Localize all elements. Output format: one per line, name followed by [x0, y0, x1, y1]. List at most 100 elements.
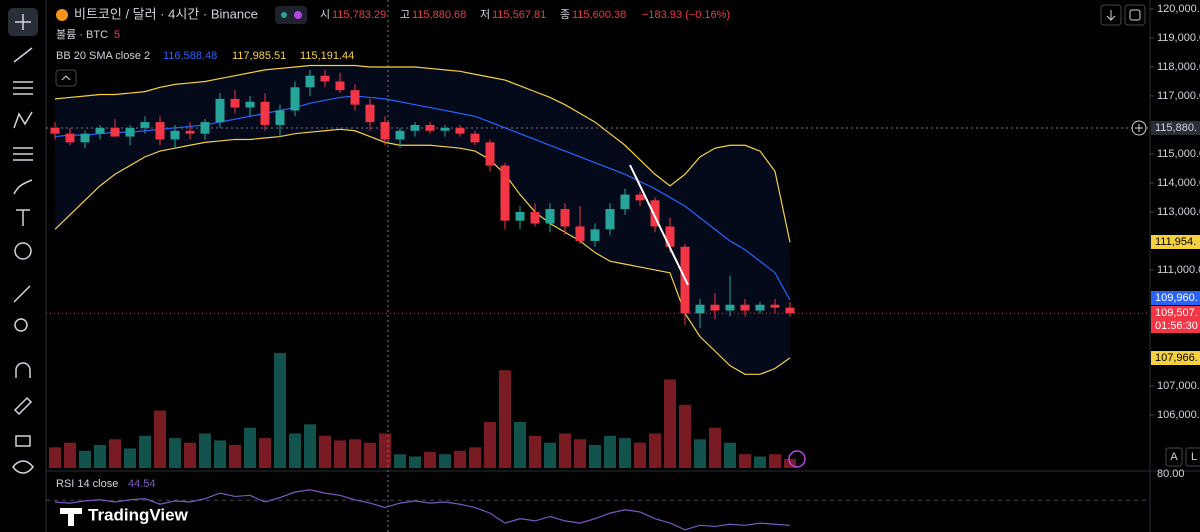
- emoji-tool[interactable]: [14, 242, 32, 260]
- candle-body: [170, 130, 180, 140]
- volume-bar: [469, 447, 481, 468]
- y-tick-label: 107,000.0: [1157, 380, 1200, 392]
- candle-body: [650, 200, 660, 227]
- text-tool[interactable]: [16, 209, 30, 226]
- candle-body: [200, 122, 210, 134]
- volume-bar: [439, 454, 451, 468]
- scroll-button[interactable]: [1100, 4, 1122, 26]
- candle-body: [290, 87, 300, 111]
- ohlc-value: 115,600.38: [572, 9, 626, 21]
- bb-lower-line: [54, 128, 791, 375]
- add-button[interactable]: [1131, 120, 1147, 136]
- volume-bar: [64, 442, 76, 468]
- symbol-title[interactable]: 비트코인 / 달러 · 4시간 · Binance: [74, 6, 258, 21]
- candle-body: [740, 304, 750, 311]
- pattern-tool[interactable]: [13, 111, 33, 129]
- volume-bar: [334, 440, 346, 468]
- candle-body: [665, 226, 675, 247]
- volume-bar: [499, 370, 511, 468]
- candle-body: [335, 81, 345, 91]
- alert-icon[interactable]: [788, 450, 806, 468]
- auto-button[interactable]: [1165, 447, 1183, 467]
- y-tick-label: 120,000.0: [1157, 3, 1200, 15]
- y-tick-label: 106,000.0: [1157, 409, 1200, 421]
- rsi-line: [54, 489, 791, 531]
- candle-body: [185, 130, 195, 134]
- ohlc-key: 고: [400, 9, 410, 21]
- candle-body: [395, 130, 405, 140]
- status-dot: [281, 12, 287, 18]
- brush-tool[interactable]: [13, 179, 33, 195]
- fullscreen-icon: [1129, 9, 1141, 21]
- y-tick-label: 119,000.0: [1157, 32, 1200, 44]
- candle-body: [785, 307, 795, 314]
- candle-body: [575, 226, 585, 241]
- price-badge: [1151, 291, 1200, 305]
- volume-bar: [79, 450, 91, 468]
- brand-name: TradingView: [88, 505, 189, 524]
- candle-body: [440, 127, 450, 131]
- volume-bar: [139, 435, 151, 468]
- volume-bar: [619, 438, 631, 468]
- volume-bar: [679, 404, 691, 468]
- candle-body: [125, 127, 135, 137]
- candle-body: [425, 124, 435, 131]
- volume-bar: [709, 427, 721, 468]
- volume-value: 5: [114, 29, 120, 41]
- collapse-button[interactable]: [55, 69, 77, 87]
- price-badge-label: 109,507.: [1155, 307, 1198, 319]
- volume-bar: [769, 454, 781, 468]
- candle-body: [455, 127, 465, 134]
- candle-body: [725, 304, 735, 311]
- candle-body: [635, 194, 645, 201]
- ohlc-key: 저: [480, 8, 490, 21]
- log-label[interactable]: L: [1191, 451, 1197, 463]
- coin-icon: [56, 9, 68, 21]
- rsi-value: 44.54: [128, 478, 156, 490]
- candle-body: [80, 133, 90, 143]
- line-tool[interactable]: [13, 47, 33, 63]
- y-tick-label: 113,000.0: [1157, 206, 1200, 218]
- candle-body: [590, 229, 600, 241]
- volume-bar: [514, 422, 526, 468]
- crosshair-tool[interactable]: [15, 14, 31, 30]
- candle-body: [770, 304, 780, 308]
- price-badge: [1151, 235, 1200, 249]
- ruler-tool[interactable]: [13, 285, 31, 303]
- toolbar: [8, 8, 38, 474]
- volume-bar: [604, 435, 616, 468]
- magnet-tool[interactable]: [15, 362, 31, 378]
- candle-body: [545, 209, 555, 224]
- candle-body: [110, 127, 120, 137]
- volume-bar: [274, 353, 286, 468]
- volume-bar: [409, 456, 421, 468]
- zoom-tool[interactable]: [14, 318, 28, 332]
- bb-lower: 115,191.44: [300, 50, 354, 62]
- fib-tool[interactable]: [13, 81, 33, 95]
- change: −183.93 (−0.16%): [642, 9, 730, 21]
- draw-lock-tool[interactable]: [13, 396, 33, 416]
- volume-bar: [259, 438, 271, 468]
- volume-bar: [379, 433, 391, 468]
- lock-tool[interactable]: [15, 435, 31, 447]
- candle-body: [350, 90, 360, 105]
- volume-bar: [289, 433, 301, 468]
- trend-drawing: [629, 164, 689, 286]
- volume-bar: [649, 433, 661, 468]
- bb-label: BB 20 SMA close 2: [56, 50, 150, 62]
- forecast-tool[interactable]: [13, 147, 33, 161]
- status-pill[interactable]: [275, 6, 307, 24]
- volume-bar: [364, 442, 376, 468]
- log-button[interactable]: [1185, 447, 1200, 467]
- candle-body: [605, 209, 615, 230]
- price-badge: [1151, 306, 1200, 320]
- eye-tool[interactable]: [12, 460, 34, 474]
- candle-body: [695, 304, 705, 314]
- volume-bar: [244, 427, 256, 468]
- auto-label[interactable]: A: [1170, 451, 1178, 463]
- fullscreen-button[interactable]: [1124, 4, 1146, 26]
- volume-bar: [394, 454, 406, 468]
- bb-upper-line: [54, 64, 791, 243]
